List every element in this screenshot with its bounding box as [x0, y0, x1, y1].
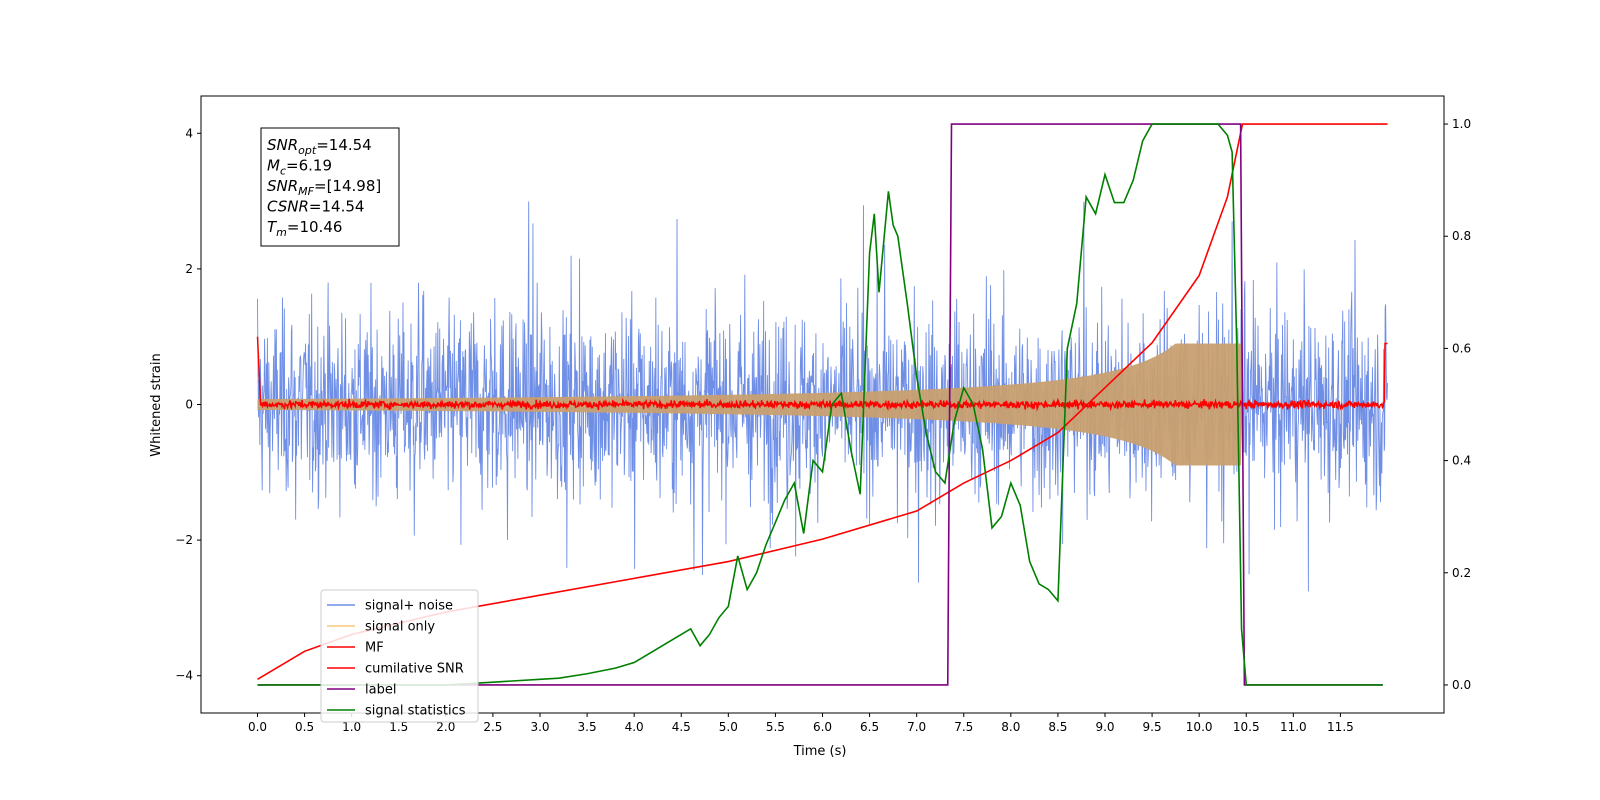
annotation-line: SNRMF=[14.98] — [267, 177, 381, 198]
y-axis-left: −4 −2 0 2 4 — [175, 126, 201, 683]
x-axis: 0.0 0.5 1.0 1.5 2.0 2.5 3.0 3.5 4.0 4.5 5.0 5.5 6.0 6… — [248, 713, 1354, 734]
y2-tick-label: 0.8 — [1452, 229, 1471, 243]
legend-label: signal only — [365, 620, 435, 635]
series-signal-noise — [257, 201, 1388, 592]
y-axis-right: 0.0 0.2 0.4 0.6 0.8 1.0 — [1444, 117, 1471, 692]
y-tick-label: 2 — [185, 262, 193, 276]
x-tick-label: 0.5 — [295, 720, 314, 734]
legend-label: label — [365, 683, 396, 698]
annotation-line: Mc=6.19 — [267, 157, 332, 178]
x-tick-label: 6.0 — [813, 720, 832, 734]
x-tick-label: 4.0 — [625, 720, 644, 734]
legend-label: signal statistics — [365, 704, 466, 719]
x-tick-label: 8.5 — [1048, 720, 1067, 734]
legend-label: MF — [365, 641, 384, 656]
line-mf — [256, 336, 1388, 412]
annotation-line: SNRopt=14.54 — [267, 136, 372, 157]
x-tick-label: 3.0 — [530, 720, 549, 734]
y-axis-label: Whitened strain — [149, 353, 164, 456]
x-tick-label: 2.5 — [483, 720, 502, 734]
line-signal-noise — [257, 201, 1388, 592]
y-tick-label: −2 — [175, 533, 193, 547]
x-tick-label: 2.0 — [436, 720, 455, 734]
y-tick-label: 0 — [185, 398, 193, 412]
line-signal-statistics — [257, 123, 1383, 686]
x-axis-label: Time (s) — [793, 744, 847, 759]
x-tick-label: 10.0 — [1186, 720, 1213, 734]
x-tick-label: 1.0 — [342, 720, 361, 734]
x-tick-label: 11.0 — [1280, 720, 1307, 734]
x-tick-label: 0.0 — [248, 720, 267, 734]
legend: signal+ noise signal only MF cumilative SNR… — [320, 589, 479, 723]
y2-tick-label: 1.0 — [1452, 117, 1471, 131]
x-tick-label: 9.0 — [1095, 720, 1114, 734]
x-tick-label: 8.0 — [1001, 720, 1020, 734]
x-tick-label: 7.0 — [907, 720, 926, 734]
y-tick-label: 4 — [185, 126, 193, 140]
x-tick-label: 9.5 — [1143, 720, 1162, 734]
y2-tick-label: 0.4 — [1452, 454, 1471, 468]
series-mf — [256, 336, 1388, 412]
x-tick-label: 6.5 — [860, 720, 879, 734]
legend-label: cumilative SNR — [365, 662, 464, 677]
x-tick-label: 11.5 — [1327, 720, 1354, 734]
x-tick-label: 1.5 — [389, 720, 408, 734]
y2-tick-label: 0.0 — [1452, 678, 1471, 692]
x-tick-label: 10.5 — [1233, 720, 1260, 734]
y2-tick-label: 0.6 — [1452, 341, 1471, 355]
annotation-line: Tm=10.46 — [267, 218, 342, 239]
x-tick-label: 5.5 — [766, 720, 785, 734]
legend-label: signal+ noise — [365, 599, 453, 614]
y2-tick-label: 0.2 — [1452, 566, 1471, 580]
annotation-line: CSNR=14.54 — [267, 198, 364, 216]
annotation-box: SNRopt=14.54Mc=6.19SNRMF=[14.98]CSNR=14.… — [260, 127, 400, 247]
x-tick-label: 7.5 — [954, 720, 973, 734]
x-tick-label: 3.5 — [578, 720, 597, 734]
x-tick-label: 4.5 — [672, 720, 691, 734]
x-tick-label: 5.0 — [719, 720, 738, 734]
y-tick-label: −4 — [175, 669, 193, 683]
